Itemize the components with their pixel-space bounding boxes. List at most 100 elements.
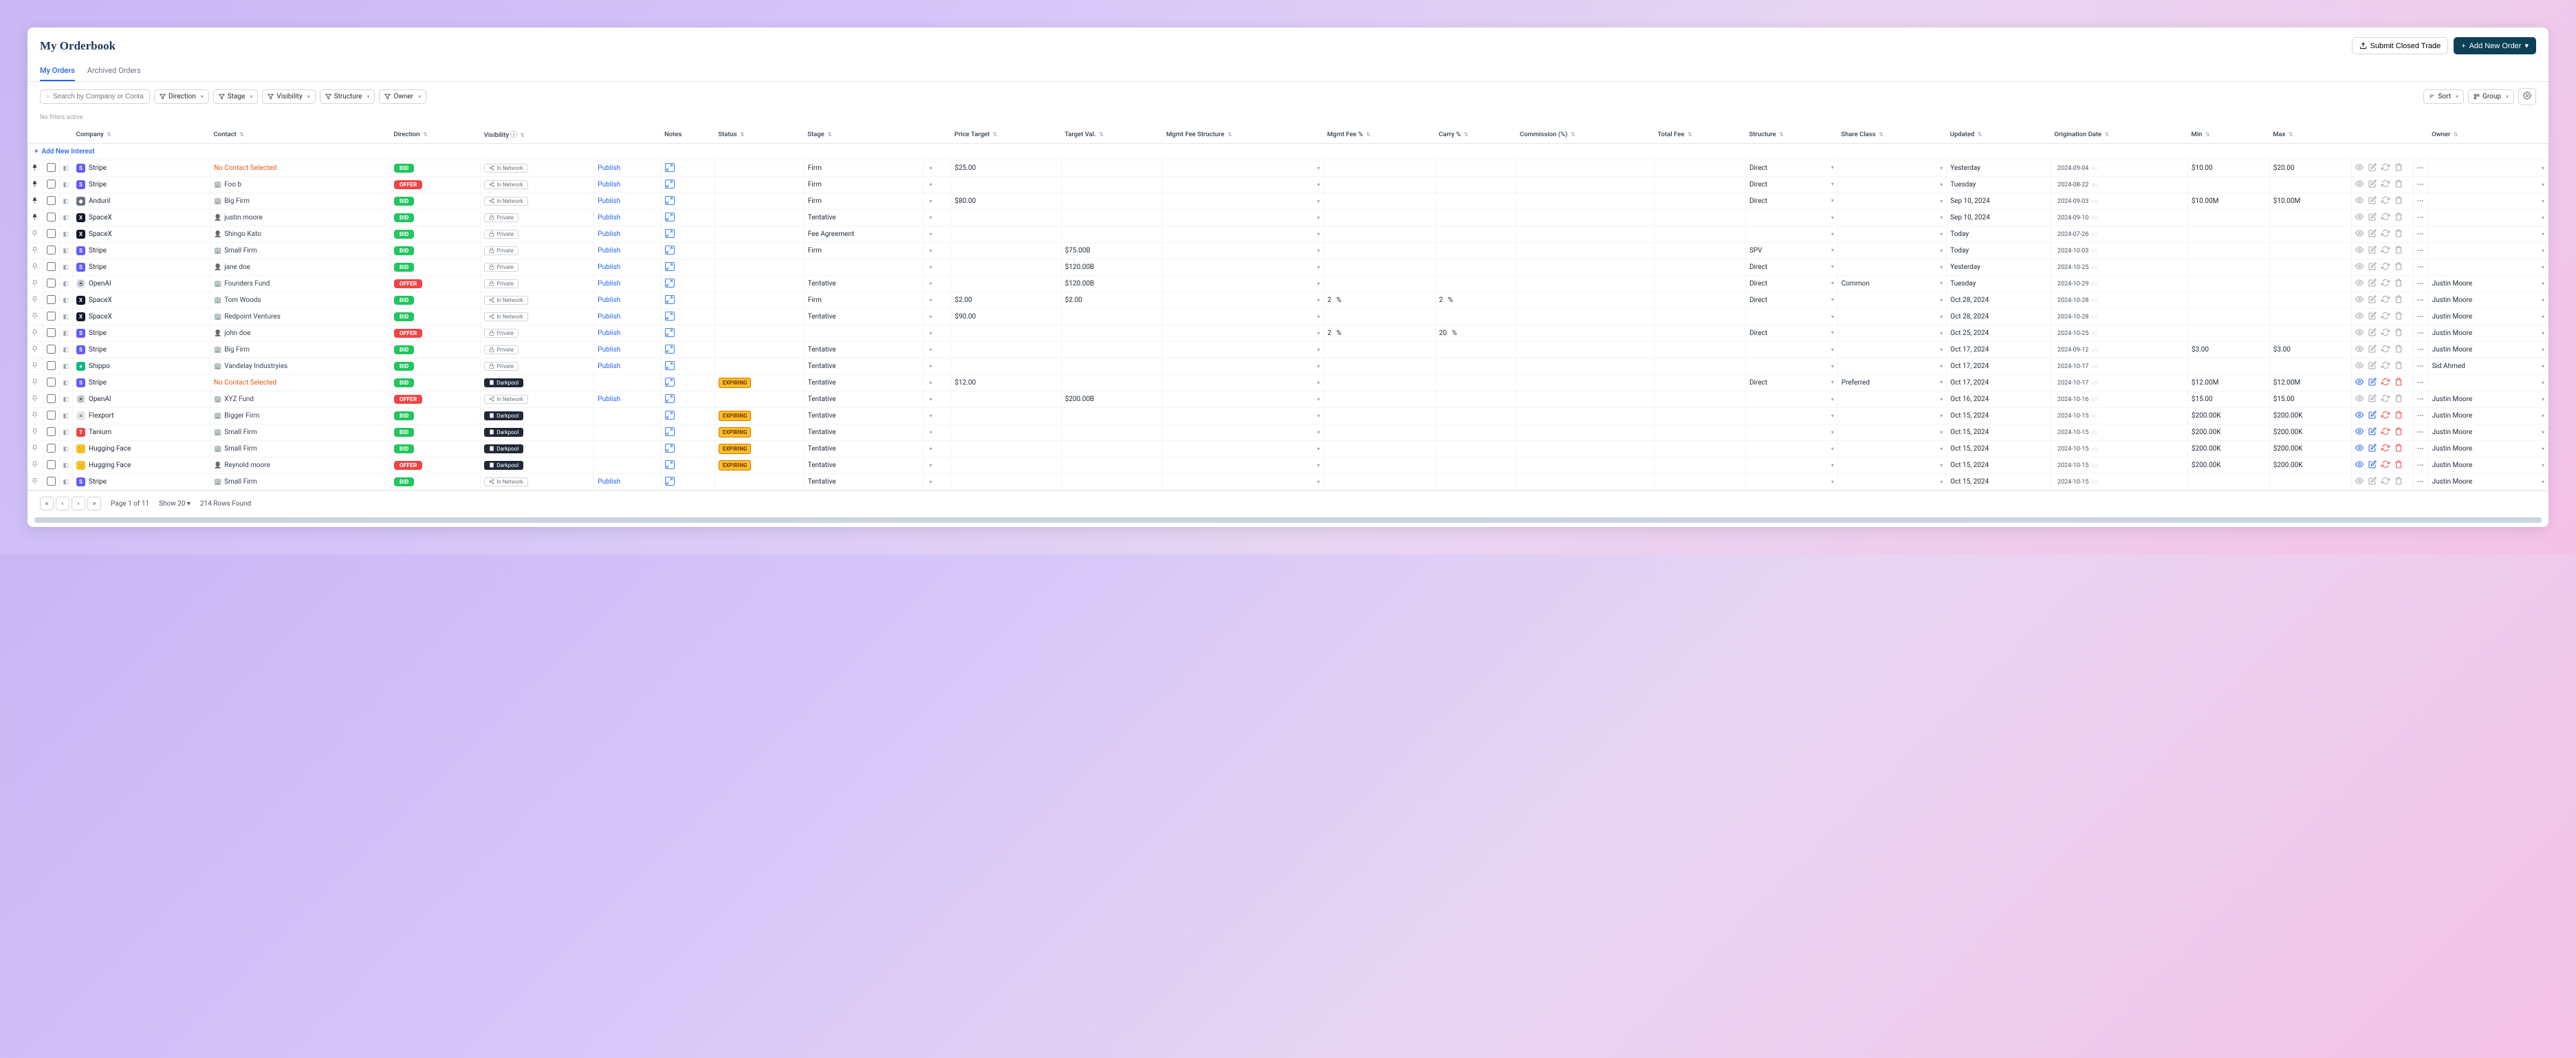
pin-cell[interactable] — [28, 309, 43, 325]
chevron-down-icon[interactable]: ▾ — [929, 231, 932, 237]
col-direction[interactable]: Direction ⇅ — [390, 125, 480, 144]
col-stage[interactable]: Stage ⇅ — [804, 125, 924, 144]
pin-cell[interactable] — [28, 441, 43, 457]
refresh-icon[interactable] — [2381, 180, 2390, 190]
col-total-fee[interactable]: Total Fee ⇅ — [1655, 125, 1746, 144]
filter-stage[interactable]: Stage▾ — [213, 89, 259, 104]
horizontal-scrollbar[interactable] — [34, 517, 2542, 523]
publish-link[interactable]: Publish — [598, 164, 620, 172]
filter-owner[interactable]: Owner▾ — [379, 89, 426, 104]
chevron-down-icon[interactable]: ▾ — [929, 462, 932, 468]
chevron-down-icon[interactable]: ▾ — [929, 281, 932, 287]
refresh-icon[interactable] — [2381, 213, 2390, 223]
pin-cell[interactable] — [28, 325, 43, 342]
more-actions-button[interactable]: ⋯ — [2417, 429, 2425, 436]
edit-icon[interactable] — [2368, 312, 2377, 322]
notes-icon[interactable] — [665, 295, 675, 304]
delete-icon[interactable] — [2394, 361, 2403, 371]
pin-cell[interactable] — [28, 193, 43, 210]
view-icon[interactable] — [2355, 262, 2364, 272]
pin-cell[interactable] — [28, 457, 43, 474]
delete-icon[interactable] — [2394, 444, 2403, 454]
more-actions-button[interactable]: ⋯ — [2417, 181, 2425, 188]
table-row[interactable]: ◧SStripe jane doeBID PrivatePublish▾$120… — [28, 259, 2548, 276]
chevron-down-icon[interactable]: ▾ — [1317, 363, 1320, 369]
notes-icon[interactable] — [665, 444, 675, 453]
chevron-down-icon[interactable]: ▾ — [929, 264, 932, 270]
page-prev-button[interactable]: ‹ — [56, 497, 69, 510]
tab-archived-orders[interactable]: Archived Orders — [87, 61, 141, 81]
pin-cell[interactable] — [28, 424, 43, 441]
chevron-down-icon[interactable]: ▾ — [929, 429, 932, 435]
view-icon[interactable] — [2355, 163, 2364, 173]
chevron-down-icon[interactable]: ▾ — [1317, 182, 1320, 188]
chevron-down-icon[interactable]: ▾ — [1317, 396, 1320, 402]
table-row[interactable]: ◧SStripe Big FirmBID PrivatePublishTenta… — [28, 342, 2548, 358]
edit-icon[interactable] — [2368, 378, 2377, 388]
sort-button[interactable]: Sort ▾ — [2423, 89, 2464, 104]
submit-closed-trade-button[interactable]: Submit Closed Trade — [2352, 37, 2449, 54]
view-icon[interactable] — [2355, 213, 2364, 223]
edit-icon[interactable] — [2368, 262, 2377, 272]
table-row[interactable]: ◧SStripeNo Contact SelectedBID In Networ… — [28, 160, 2548, 177]
more-actions-button[interactable]: ⋯ — [2417, 296, 2425, 304]
refresh-icon[interactable] — [2381, 312, 2390, 322]
refresh-icon[interactable] — [2381, 163, 2390, 173]
chevron-down-icon[interactable]: ▾ — [929, 248, 932, 254]
page-last-button[interactable]: » — [87, 497, 101, 510]
chevron-down-icon[interactable]: ▾ — [1317, 314, 1320, 320]
delete-icon[interactable] — [2394, 460, 2403, 471]
row-checkbox[interactable] — [47, 279, 56, 288]
delete-icon[interactable] — [2394, 295, 2403, 305]
more-actions-button[interactable]: ⋯ — [2417, 346, 2425, 354]
col-price[interactable]: Price Target ⇅ — [951, 125, 1061, 144]
chevron-down-icon[interactable]: ▾ — [929, 363, 932, 369]
delete-icon[interactable] — [2394, 196, 2403, 206]
chevron-down-icon[interactable]: ▾ — [1317, 297, 1320, 303]
more-actions-button[interactable]: ⋯ — [2417, 412, 2425, 420]
pin-cell[interactable] — [28, 408, 43, 424]
group-button[interactable]: Group ▾ — [2468, 89, 2514, 104]
row-checkbox[interactable] — [47, 262, 56, 271]
delete-icon[interactable] — [2394, 279, 2403, 289]
edit-icon[interactable] — [2368, 279, 2377, 289]
table-row[interactable]: ◧SStripe Small FirmBID In NetworkPublish… — [28, 474, 2548, 490]
notes-icon[interactable] — [665, 328, 675, 337]
table-row[interactable]: ◧≡Flexport Bigger FirmBID DarkpoolEXPIRI… — [28, 408, 2548, 424]
edit-icon[interactable] — [2368, 328, 2377, 338]
chevron-down-icon[interactable]: ▾ — [929, 446, 932, 452]
chevron-down-icon[interactable]: ▾ — [929, 380, 932, 386]
view-icon[interactable] — [2355, 460, 2364, 471]
more-actions-button[interactable]: ⋯ — [2417, 396, 2425, 403]
col-share-class[interactable]: Share Class ⇅ — [1837, 125, 1946, 144]
view-icon[interactable] — [2355, 295, 2364, 305]
row-checkbox[interactable] — [47, 378, 56, 387]
filter-direction[interactable]: Direction▾ — [154, 89, 209, 104]
col-mgmt-struct[interactable]: Mgmt Fee Structure ⇅ — [1163, 125, 1324, 144]
chevron-down-icon[interactable]: ▾ — [929, 198, 932, 204]
col-status[interactable]: Status ⇅ — [714, 125, 804, 144]
edit-icon[interactable] — [2368, 229, 2377, 239]
view-icon[interactable] — [2355, 345, 2364, 355]
table-row[interactable]: ◧SStripe Small FirmBID PrivatePublishFir… — [28, 243, 2548, 259]
view-icon[interactable] — [2355, 444, 2364, 454]
edit-icon[interactable] — [2368, 163, 2377, 173]
edit-icon[interactable] — [2368, 394, 2377, 404]
row-checkbox[interactable] — [47, 460, 56, 469]
refresh-icon[interactable] — [2381, 411, 2390, 421]
more-actions-button[interactable]: ⋯ — [2417, 313, 2425, 321]
refresh-icon[interactable] — [2381, 361, 2390, 371]
publish-link[interactable]: Publish — [598, 363, 620, 370]
refresh-icon[interactable] — [2381, 477, 2390, 487]
notes-icon[interactable] — [665, 427, 675, 436]
pin-cell[interactable] — [28, 391, 43, 408]
chevron-down-icon[interactable]: ▾ — [929, 314, 932, 320]
delete-icon[interactable] — [2394, 312, 2403, 322]
edit-icon[interactable] — [2368, 246, 2377, 256]
add-new-interest-row[interactable]: + Add New Interest — [28, 144, 2548, 160]
pin-cell[interactable] — [28, 160, 43, 177]
table-row[interactable]: ◧XSpaceX Redpoint VenturesBID In Network… — [28, 309, 2548, 325]
pin-cell[interactable] — [28, 342, 43, 358]
view-icon[interactable] — [2355, 279, 2364, 289]
pin-cell[interactable] — [28, 259, 43, 276]
